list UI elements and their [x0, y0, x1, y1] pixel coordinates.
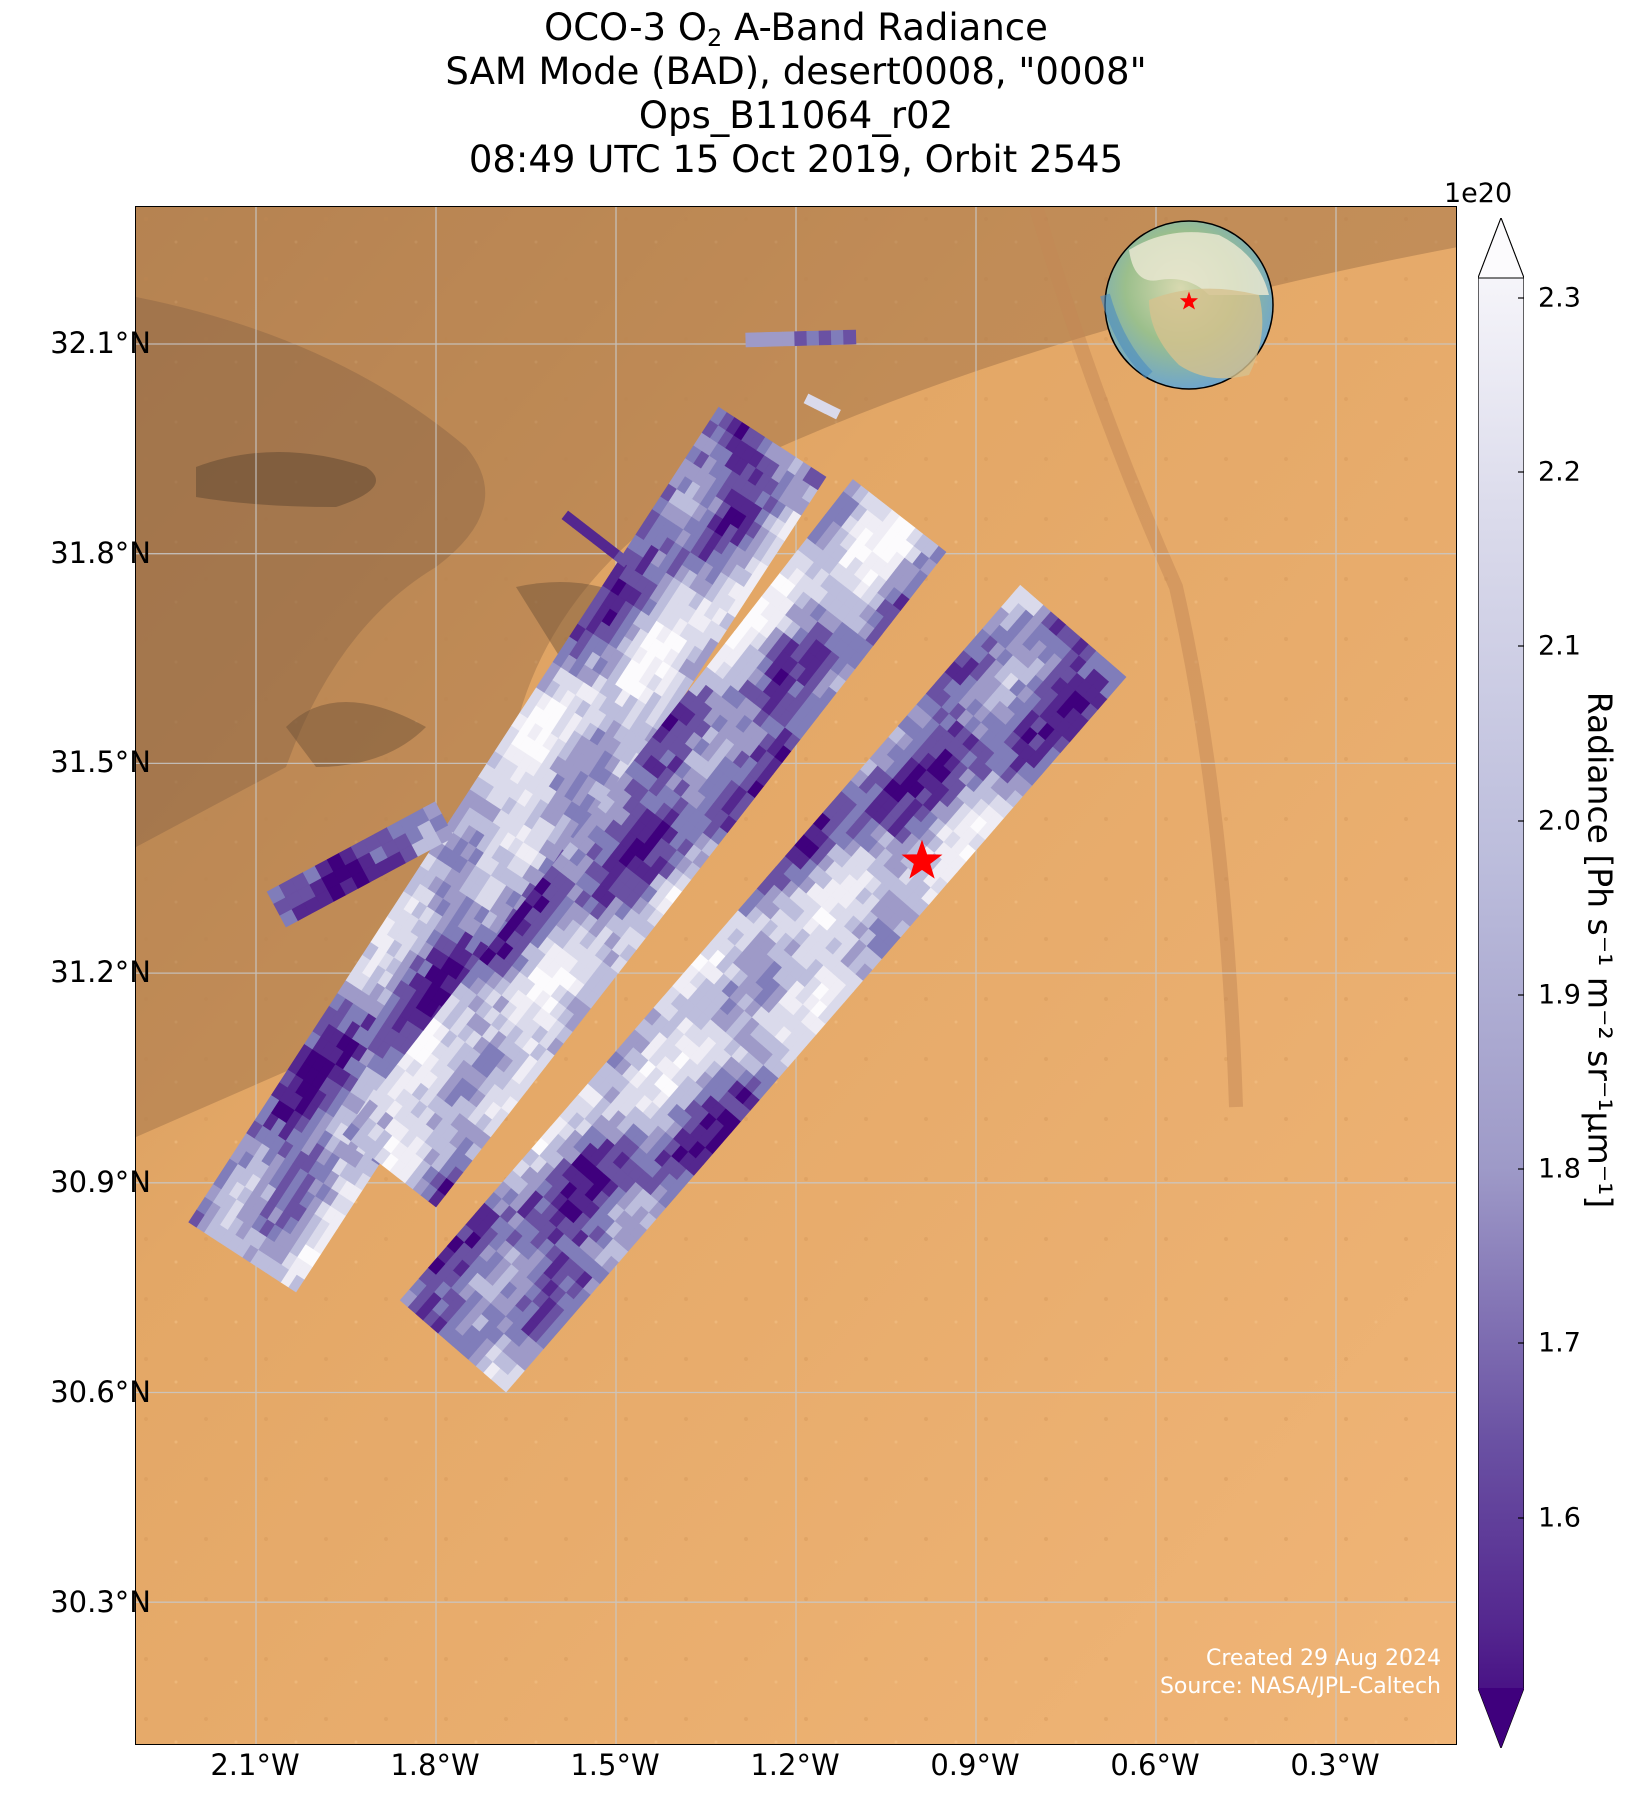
lon-tick-label: 1.2°W	[750, 1748, 840, 1782]
lat-tick-label: 31.8°N	[50, 536, 151, 570]
lon-tick-label: 0.6°W	[1110, 1748, 1200, 1782]
credits-created: Created 29 Aug 2024	[1206, 1646, 1441, 1671]
lat-tick-label: 30.9°N	[50, 1165, 151, 1199]
radiance-pixel	[1010, 584, 1029, 604]
colorbar-title: Radiance [Ph s⁻¹ m⁻² sr⁻¹μm⁻¹]	[1580, 691, 1620, 1209]
globe-inset	[1100, 220, 1274, 390]
lat-tick-label: 31.2°N	[50, 955, 151, 989]
colorbar-tick-label: 1.9	[1538, 979, 1581, 1011]
radiance-pixel	[769, 331, 783, 347]
colorbar-tick-label: 2.1	[1538, 630, 1581, 662]
map-gridlines	[136, 207, 1456, 1744]
radiance-pixel	[843, 479, 862, 498]
colorbar-tick-label: 1.7	[1538, 1327, 1581, 1359]
radiance-pixel	[422, 801, 442, 821]
colorbar-tick-label: 1.6	[1538, 1502, 1581, 1534]
colorbar-tick-label: 1.8	[1538, 1153, 1581, 1185]
colorbar-exponent: 1e20	[1444, 178, 1513, 209]
lat-tick-label: 32.1°N	[50, 326, 151, 360]
colorbar-tick-label: 2.0	[1538, 805, 1581, 837]
colorbar-tick-label: 2.3	[1538, 282, 1581, 314]
map-panel	[135, 206, 1457, 1745]
lon-tick-label: 1.5°W	[570, 1748, 660, 1782]
lon-tick-label: 0.3°W	[1290, 1748, 1380, 1782]
radiance-pixel	[745, 332, 759, 348]
colorbar	[1478, 218, 1524, 1748]
lat-tick-label: 30.6°N	[50, 1375, 151, 1409]
radiance-pixel	[794, 331, 808, 346]
colorbar-tick-label: 2.2	[1538, 456, 1581, 488]
radiance-pixel	[843, 329, 857, 345]
radiance-pixel	[806, 330, 820, 346]
lat-tick-label: 30.3°N	[50, 1585, 151, 1619]
chart-title-line4: 08:49 UTC 15 Oct 2019, Orbit 2545	[468, 138, 1124, 181]
radiance-pixel	[830, 330, 845, 345]
radiance-pixel	[781, 331, 796, 347]
radiance-pixel	[824, 404, 841, 420]
credits-source: Source: NASA/JPL-Caltech	[1159, 1674, 1441, 1699]
target-star-marker	[901, 839, 943, 879]
chart-title-line2: SAM Mode (BAD), desert0008, "0008"	[445, 50, 1147, 93]
radiance-pixel	[613, 550, 631, 568]
credits: Created 29 Aug 2024 Source: NASA/JPL-Cal…	[1160, 1645, 1441, 1701]
radiance-swaths	[188, 329, 1127, 1393]
radiance-pixel	[818, 330, 832, 346]
chart-title-line3: Ops_B11064_r02	[638, 94, 954, 137]
radiance-pixel	[709, 406, 727, 426]
chart-title-line1: OCO-3 O2 A-Band Radiance	[544, 6, 1048, 52]
lat-tick-label: 31.5°N	[50, 745, 151, 779]
lon-tick-label: 2.1°W	[210, 1748, 300, 1782]
lon-tick-label: 1.8°W	[390, 1748, 480, 1782]
lon-tick-label: 0.9°W	[930, 1748, 1020, 1782]
radiance-pixel	[757, 332, 771, 347]
